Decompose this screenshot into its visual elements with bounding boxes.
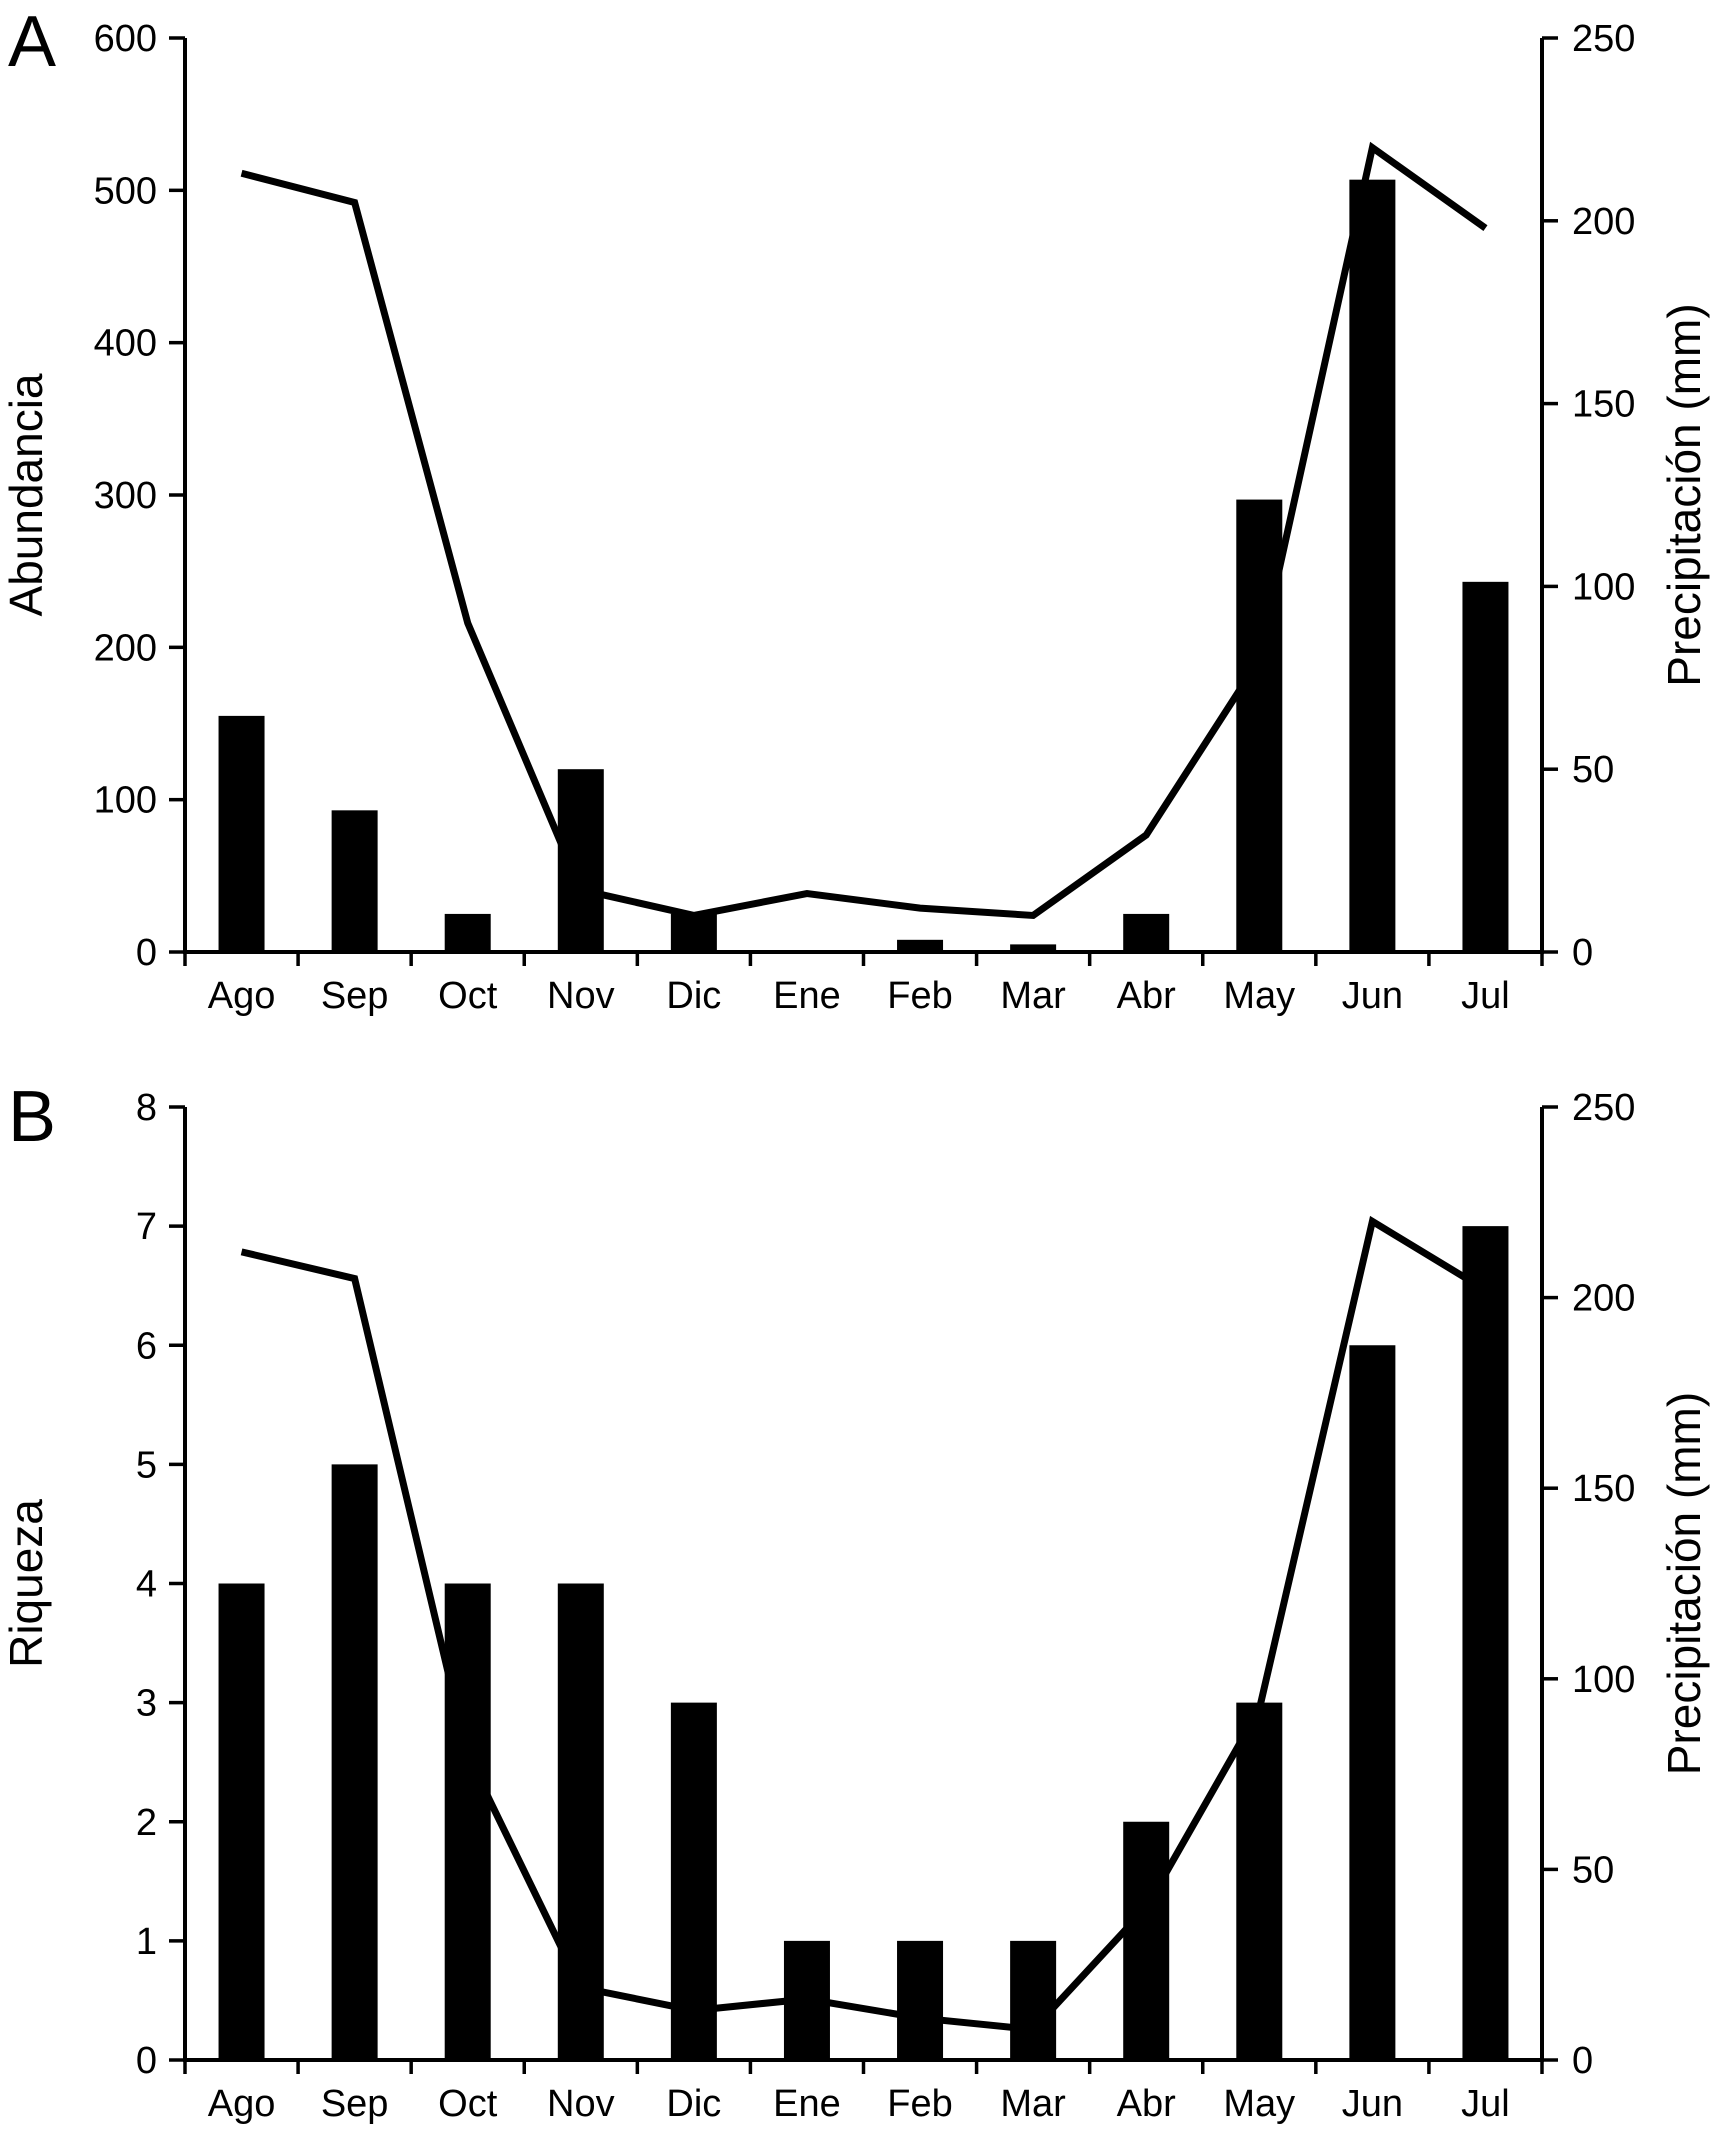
panel-a-label: A [8, 2, 57, 82]
svg-text:8: 8 [136, 1087, 157, 1129]
svg-text:1: 1 [136, 1921, 157, 1963]
svg-text:Sep: Sep [321, 975, 389, 1017]
svg-text:3: 3 [136, 1683, 157, 1725]
svg-text:200: 200 [94, 627, 157, 669]
svg-text:May: May [1223, 2083, 1295, 2125]
svg-text:Feb: Feb [887, 2083, 952, 2125]
svg-text:Riqueza: Riqueza [0, 1499, 52, 1668]
svg-text:Feb: Feb [887, 975, 952, 1017]
panel-b: B 0 1 2 3 4 5 6 7 8 0 50 100 150 200 250 Ago Sep Oct Nov Di… [0, 1075, 1731, 2142]
svg-text:500: 500 [94, 170, 157, 212]
svg-text:400: 400 [94, 323, 157, 365]
chart-a-abundancia-precipitacion: 0 100 200 300 400 500 600 0 50 100 150 200 250 Ago Sep… [0, 18, 1710, 1017]
svg-text:Abr: Abr [1117, 975, 1176, 1017]
svg-text:Ago: Ago [208, 975, 276, 1017]
svg-text:Ene: Ene [773, 2083, 841, 2125]
svg-text:100: 100 [94, 780, 157, 822]
svg-text:Jul: Jul [1461, 975, 1510, 1017]
svg-text:5: 5 [136, 1444, 157, 1486]
svg-text:Abr: Abr [1117, 2083, 1176, 2125]
svg-text:0: 0 [1572, 932, 1593, 974]
svg-text:Precipitación (mm): Precipitación (mm) [1658, 303, 1710, 686]
svg-text:100: 100 [1572, 566, 1635, 608]
panel-b-label: B [8, 1077, 57, 1157]
svg-text:100: 100 [1572, 1659, 1635, 1701]
svg-text:300: 300 [94, 475, 157, 517]
svg-text:Mar: Mar [1000, 975, 1066, 1017]
svg-text:Dic: Dic [666, 2083, 721, 2125]
svg-text:Jun: Jun [1342, 975, 1403, 1017]
svg-text:2: 2 [136, 1802, 157, 1844]
svg-text:6: 6 [136, 1325, 157, 1367]
svg-text:Dic: Dic [666, 975, 721, 1017]
svg-text:May: May [1223, 975, 1295, 1017]
chart-b-riqueza-precipitacion: 0 1 2 3 4 5 6 7 8 0 50 100 150 200 250 Ago Sep Oct Nov Dic E… [0, 1087, 1710, 2125]
svg-text:250: 250 [1572, 18, 1635, 60]
svg-text:50: 50 [1572, 1849, 1614, 1891]
svg-text:7: 7 [136, 1206, 157, 1248]
svg-text:200: 200 [1572, 1278, 1635, 1320]
svg-text:Mar: Mar [1000, 2083, 1066, 2125]
svg-text:600: 600 [94, 18, 157, 60]
svg-text:Nov: Nov [547, 975, 615, 1017]
svg-text:0: 0 [136, 2040, 157, 2082]
svg-text:4: 4 [136, 1564, 157, 1606]
svg-text:50: 50 [1572, 749, 1614, 791]
svg-text:Oct: Oct [438, 2083, 498, 2125]
svg-text:Oct: Oct [438, 975, 498, 1017]
svg-text:Jun: Jun [1342, 2083, 1403, 2125]
svg-text:200: 200 [1572, 201, 1635, 243]
svg-text:Jul: Jul [1461, 2083, 1510, 2125]
svg-text:Abundancia: Abundancia [0, 373, 52, 616]
svg-text:0: 0 [136, 932, 157, 974]
svg-text:Ago: Ago [208, 2083, 276, 2125]
svg-text:0: 0 [1572, 2040, 1593, 2082]
svg-text:150: 150 [1572, 1468, 1635, 1510]
svg-text:Sep: Sep [321, 2083, 389, 2125]
svg-text:Nov: Nov [547, 2083, 615, 2125]
svg-text:150: 150 [1572, 384, 1635, 426]
svg-text:250: 250 [1572, 1087, 1635, 1129]
svg-text:Ene: Ene [773, 975, 841, 1017]
svg-text:Precipitación (mm): Precipitación (mm) [1658, 1392, 1710, 1775]
panel-a: A 0 100 200 300 400 500 600 0 50 100 150 200 250 Ago S… [0, 2, 1710, 1017]
